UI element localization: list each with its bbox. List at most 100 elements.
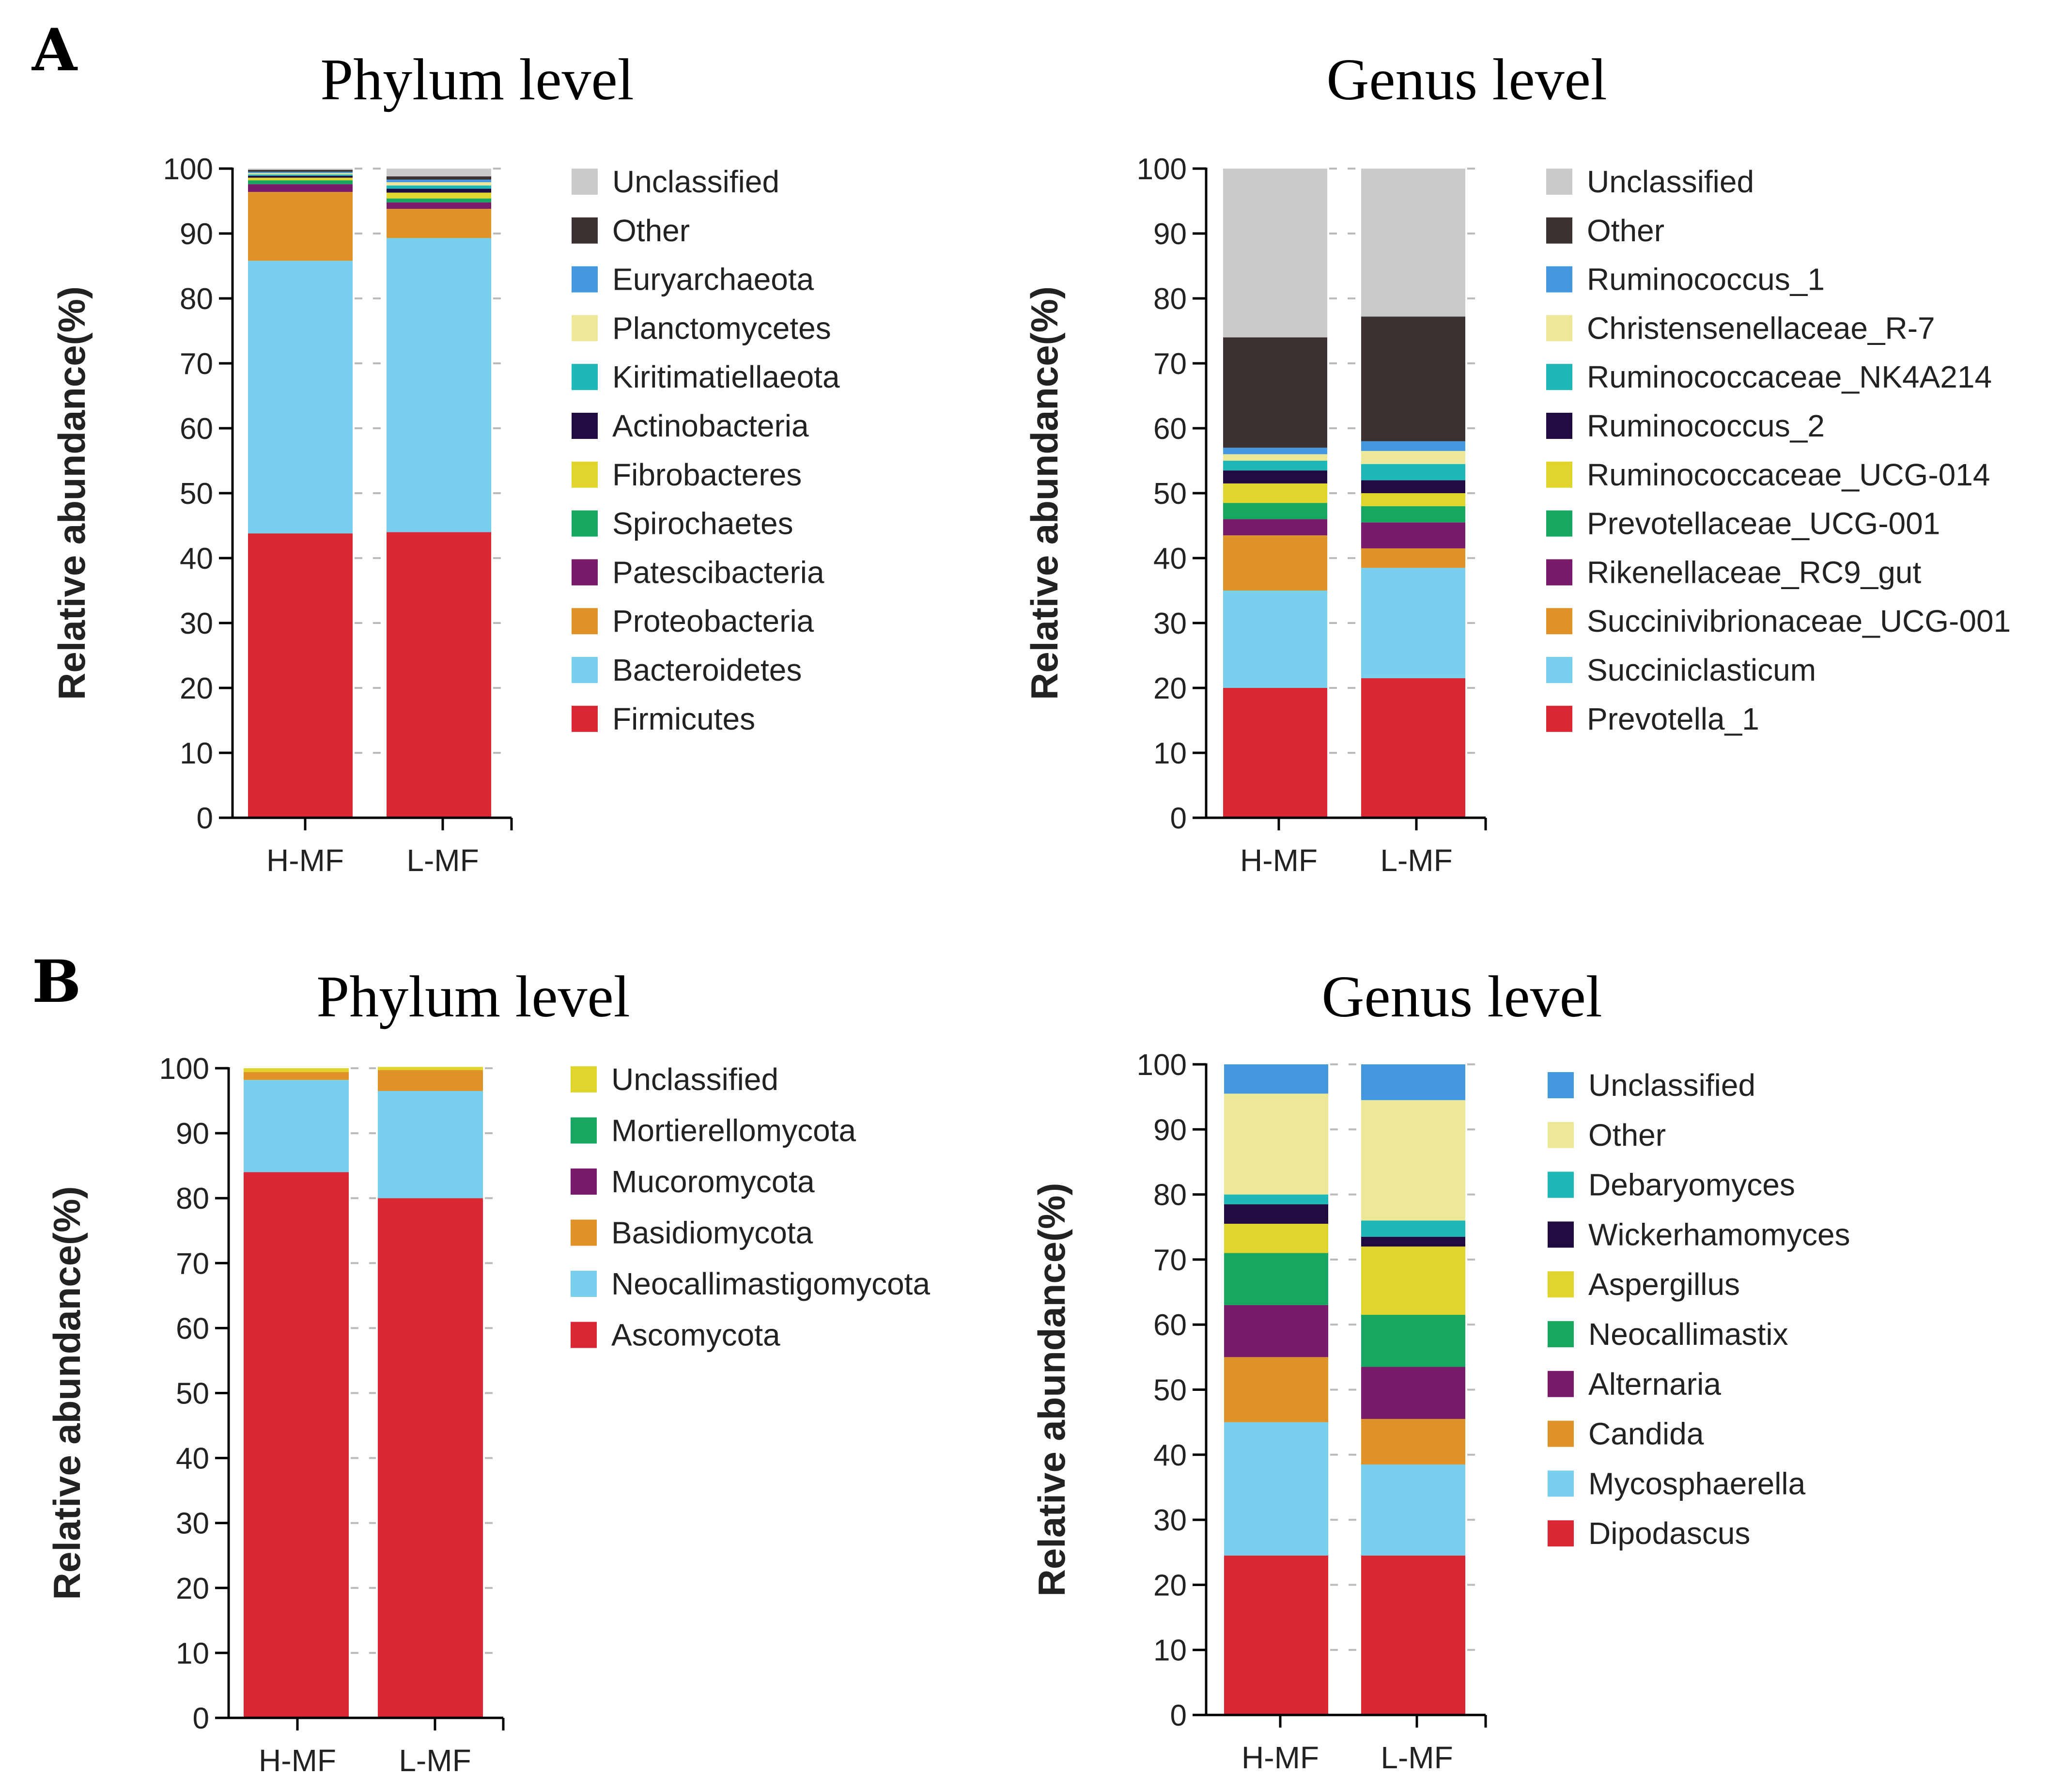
legend-item: Actinobacteria bbox=[572, 408, 809, 443]
y-tick-label: 70 bbox=[180, 347, 213, 381]
y-tick-label: 90 bbox=[180, 218, 213, 251]
legend-label: Ruminococcus_1 bbox=[1587, 262, 1825, 297]
bar-segment-kiritimatiellaeota bbox=[248, 174, 353, 176]
legend-label: Ruminococcus_2 bbox=[1587, 408, 1825, 443]
legend-label: Kiritimatiellaeota bbox=[612, 359, 840, 394]
legend-item: Succiniclasticum bbox=[1546, 653, 1816, 687]
x-category-label: H-MF bbox=[1240, 843, 1318, 878]
legend-swatch bbox=[571, 1117, 597, 1144]
legend-swatch bbox=[572, 217, 598, 244]
bar-segment-ruminococcus-2 bbox=[1361, 480, 1465, 493]
y-tick-label: 50 bbox=[180, 477, 213, 511]
bar-segment-planctomycetes bbox=[248, 173, 353, 175]
legend-item: Firmicutes bbox=[572, 701, 755, 736]
y-tick-label: 40 bbox=[176, 1442, 209, 1476]
bar-segment-actinobacteria bbox=[387, 188, 491, 193]
bar-segment-kiritimatiellaeota bbox=[387, 185, 491, 189]
y-tick-label: 40 bbox=[1153, 1439, 1187, 1472]
legend-item: Ascomycota bbox=[571, 1318, 780, 1353]
y-tick-label: 0 bbox=[193, 1702, 209, 1735]
legend-swatch bbox=[1548, 1470, 1574, 1497]
legend-label: Rikenellaceae_RC9_gut bbox=[1587, 555, 1921, 590]
bar-segment-other bbox=[248, 170, 353, 172]
bar-segment-euryarchaeota bbox=[248, 171, 353, 173]
bar-segment-succinivibrionaceae-ucg-001 bbox=[1361, 548, 1465, 568]
bar-segment-planctomycetes bbox=[387, 182, 491, 186]
legend-label: Christensenellaceae_R-7 bbox=[1587, 311, 1935, 345]
chart-A-phylum: A Phylum level Relative abundance(%) 0 10 20 3… bbox=[31, 16, 840, 878]
bar-segment-ascomycota bbox=[244, 1172, 349, 1718]
y-tick-label: 100 bbox=[159, 1052, 209, 1086]
legend-item: Ruminococcus_1 bbox=[1546, 262, 1825, 297]
legend-swatch bbox=[1548, 1271, 1574, 1298]
legend: Unclassified Mortierellomycota Mucoromycot… bbox=[571, 1062, 930, 1353]
legend-item: Basidiomycota bbox=[571, 1215, 813, 1250]
bar-segment-christensenellaceae-r-7 bbox=[1361, 451, 1465, 464]
legend-swatch bbox=[1546, 559, 1572, 586]
legend-label: Unclassified bbox=[1588, 1068, 1755, 1103]
legend-label: Firmicutes bbox=[612, 701, 755, 736]
y-tick-label: 0 bbox=[1170, 1699, 1187, 1732]
bar-segment-neocallimastix bbox=[1224, 1253, 1328, 1305]
bar-segment-unclassified bbox=[387, 169, 491, 177]
bar-segment-actinobacteria bbox=[248, 175, 353, 178]
legend-label: Euryarchaeota bbox=[612, 262, 814, 297]
y-tick-label: 30 bbox=[176, 1507, 209, 1541]
bar-segment-ascomycota bbox=[378, 1198, 483, 1718]
bar-segment-basidiomycota bbox=[244, 1072, 349, 1080]
y-tick-label: 70 bbox=[1153, 1244, 1187, 1277]
bar-segment-other bbox=[1224, 1093, 1328, 1195]
legend-item: Candida bbox=[1548, 1417, 1704, 1451]
bar-segment-christensenellaceae-r-7 bbox=[1223, 454, 1327, 461]
legend-swatch bbox=[572, 608, 598, 635]
legend-item: Aspergillus bbox=[1548, 1267, 1740, 1302]
legend-item: Fibrobacteres bbox=[572, 457, 802, 492]
bar-segment-euryarchaeota bbox=[387, 179, 491, 183]
bar-segment-bacteroidetes bbox=[248, 261, 353, 534]
bar-stack-L-MF bbox=[387, 169, 491, 818]
bar-segment-unclassified bbox=[1223, 169, 1327, 338]
panel-label: B bbox=[32, 948, 81, 1016]
legend-label: Unclassified bbox=[612, 164, 779, 199]
legend-item: Other bbox=[1548, 1118, 1666, 1153]
chart-B-phylum: B Phylum level Relative abundance(%) 0 10 20 3… bbox=[32, 948, 930, 1778]
y-tick-label: 40 bbox=[180, 542, 213, 576]
bar-segment-prevotella-1 bbox=[1223, 688, 1327, 818]
legend-label: Fibrobacteres bbox=[612, 457, 802, 492]
bar-segment-candida bbox=[1361, 1418, 1465, 1465]
legend-item: Proteobacteria bbox=[572, 604, 814, 639]
y-tick-label: 60 bbox=[1153, 412, 1187, 446]
bar-segment-patescibacteria bbox=[248, 184, 353, 192]
bar-segment-basidiomycota bbox=[378, 1070, 483, 1091]
y-tick-label: 80 bbox=[180, 282, 213, 316]
y-tick-label: 20 bbox=[1153, 1569, 1187, 1602]
legend-item: Prevotella_1 bbox=[1546, 701, 1759, 736]
legend-label: Basidiomycota bbox=[611, 1215, 813, 1250]
legend-label: Patescibacteria bbox=[612, 555, 824, 590]
legend-label: Wickerhamomyces bbox=[1588, 1217, 1850, 1252]
legend-swatch bbox=[1548, 1520, 1574, 1547]
y-axis-label: Relative abundance(%) bbox=[46, 1186, 88, 1600]
y-tick-label: 70 bbox=[1153, 347, 1187, 381]
legend-label: Succiniclasticum bbox=[1587, 653, 1816, 687]
y-tick-label: 30 bbox=[1153, 607, 1187, 640]
legend-item: Mucoromycota bbox=[571, 1164, 815, 1199]
y-tick-label: 30 bbox=[1153, 1504, 1187, 1537]
legend-swatch bbox=[1548, 1221, 1574, 1248]
legend-item: Prevotellaceae_UCG-001 bbox=[1546, 506, 1940, 541]
bar-segment-fibrobacteres bbox=[387, 192, 491, 199]
bar-segment-debaryomyces bbox=[1224, 1194, 1328, 1204]
bar-segment-mycosphaerella bbox=[1361, 1464, 1465, 1556]
legend-label: Other bbox=[612, 213, 690, 248]
legend-item: Other bbox=[1546, 213, 1664, 248]
bar-segment-ruminococcaceae-ucg-014 bbox=[1223, 483, 1327, 503]
bar-segment-aspergillus bbox=[1361, 1247, 1465, 1315]
legend-swatch bbox=[572, 169, 598, 195]
y-tick-label: 10 bbox=[1153, 737, 1187, 770]
legend-label: Debaryomyces bbox=[1588, 1168, 1795, 1202]
legend-swatch bbox=[572, 315, 598, 342]
y-tick-label: 20 bbox=[176, 1572, 209, 1605]
legend-swatch bbox=[1546, 315, 1572, 342]
bar-segment-patescibacteria bbox=[387, 202, 491, 209]
y-tick-label: 90 bbox=[176, 1117, 209, 1151]
